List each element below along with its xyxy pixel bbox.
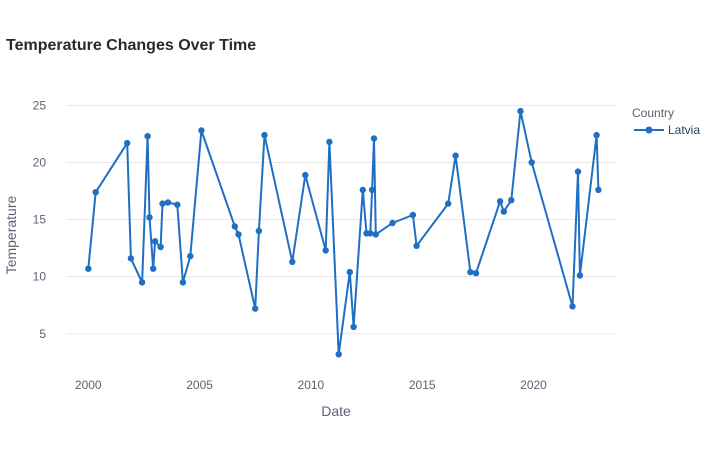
legend[interactable]: Country Latvia — [632, 106, 700, 137]
data-point[interactable] — [346, 268, 353, 276]
y-tick-label: 5 — [39, 327, 46, 341]
x-tick-label: 2015 — [409, 378, 436, 392]
y-tick-label: 15 — [33, 213, 47, 227]
data-point[interactable] — [569, 303, 576, 310]
x-axis-title: Date — [321, 403, 351, 419]
data-point[interactable] — [159, 200, 166, 207]
data-point[interactable] — [127, 255, 135, 262]
legend-marker — [645, 126, 653, 134]
data-point[interactable] — [452, 152, 459, 159]
data-point[interactable] — [595, 186, 602, 194]
data-point[interactable] — [164, 199, 172, 206]
data-point[interactable] — [574, 168, 582, 175]
data-point[interactable] — [252, 305, 259, 312]
grid-lines — [66, 104, 617, 335]
data-point[interactable] — [138, 279, 146, 286]
data-point[interactable] — [508, 197, 515, 204]
data-point[interactable] — [198, 127, 205, 134]
data-point[interactable] — [151, 238, 159, 245]
y-tick-label: 20 — [33, 156, 47, 170]
y-tick-label: 25 — [33, 98, 47, 112]
legend-title: Country — [632, 106, 674, 120]
series-latvia — [85, 107, 602, 358]
data-point[interactable] — [85, 265, 92, 272]
series-line — [87, 110, 600, 356]
data-point[interactable] — [289, 258, 296, 265]
data-point[interactable] — [500, 208, 507, 215]
data-point[interactable] — [92, 189, 99, 196]
x-tick-label: 2010 — [298, 378, 325, 392]
y-axis-ticks: 5 10 15 20 25 — [33, 98, 47, 340]
data-point[interactable] — [235, 231, 242, 238]
data-point[interactable] — [368, 186, 376, 194]
data-point[interactable] — [367, 230, 374, 237]
x-tick-label: 2020 — [520, 378, 547, 392]
chart-title: Temperature Changes Over Time — [6, 37, 256, 54]
data-point[interactable] — [326, 138, 333, 146]
data-point[interactable] — [335, 351, 342, 358]
data-point[interactable] — [124, 139, 131, 147]
data-point[interactable] — [255, 227, 263, 235]
legend-label-latvia: Latvia — [668, 123, 700, 137]
x-tick-label: 2005 — [186, 378, 213, 392]
x-tick-label: 2000 — [75, 378, 102, 392]
data-point[interactable] — [146, 214, 153, 221]
data-point[interactable] — [150, 265, 157, 272]
data-point[interactable] — [174, 201, 181, 208]
data-point[interactable] — [359, 186, 366, 194]
data-point[interactable] — [528, 159, 535, 166]
data-point[interactable] — [472, 270, 480, 277]
data-point[interactable] — [576, 272, 584, 279]
data-point[interactable] — [467, 268, 474, 276]
data-point[interactable] — [179, 279, 187, 286]
data-point[interactable] — [409, 211, 417, 219]
x-axis-ticks: 2000 2005 2010 2015 2020 — [75, 378, 547, 392]
data-point[interactable] — [372, 231, 379, 238]
data-point[interactable] — [157, 243, 164, 251]
y-tick-label: 10 — [33, 270, 47, 284]
data-point[interactable] — [231, 223, 238, 230]
data-point[interactable] — [302, 171, 309, 179]
data-point[interactable] — [370, 135, 378, 142]
y-axis-title: Temperature — [3, 195, 19, 274]
data-point[interactable] — [350, 323, 357, 331]
data-point[interactable] — [413, 242, 420, 249]
data-point[interactable] — [517, 107, 524, 115]
data-point[interactable] — [389, 219, 396, 227]
data-point[interactable] — [593, 131, 600, 139]
data-point[interactable] — [144, 133, 151, 140]
data-point[interactable] — [322, 247, 329, 254]
data-point[interactable] — [187, 252, 194, 260]
data-point[interactable] — [261, 131, 268, 139]
data-point[interactable] — [445, 200, 452, 207]
data-point[interactable] — [496, 198, 504, 205]
